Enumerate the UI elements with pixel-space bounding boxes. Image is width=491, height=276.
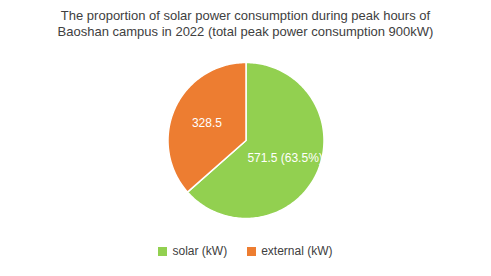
html-text:The proportion of solar power: The proportion of solar power consumptio… — [57, 8, 434, 39]
html-text:solar (kW): solar (kW) — [172, 244, 228, 258]
svg-text:328.5: 328.5 — [192, 116, 222, 130]
svg-text:571.5 (63.5%): 571.5 (63.5%) — [247, 151, 322, 165]
html-text:external (kW): external (kW) — [261, 244, 333, 258]
